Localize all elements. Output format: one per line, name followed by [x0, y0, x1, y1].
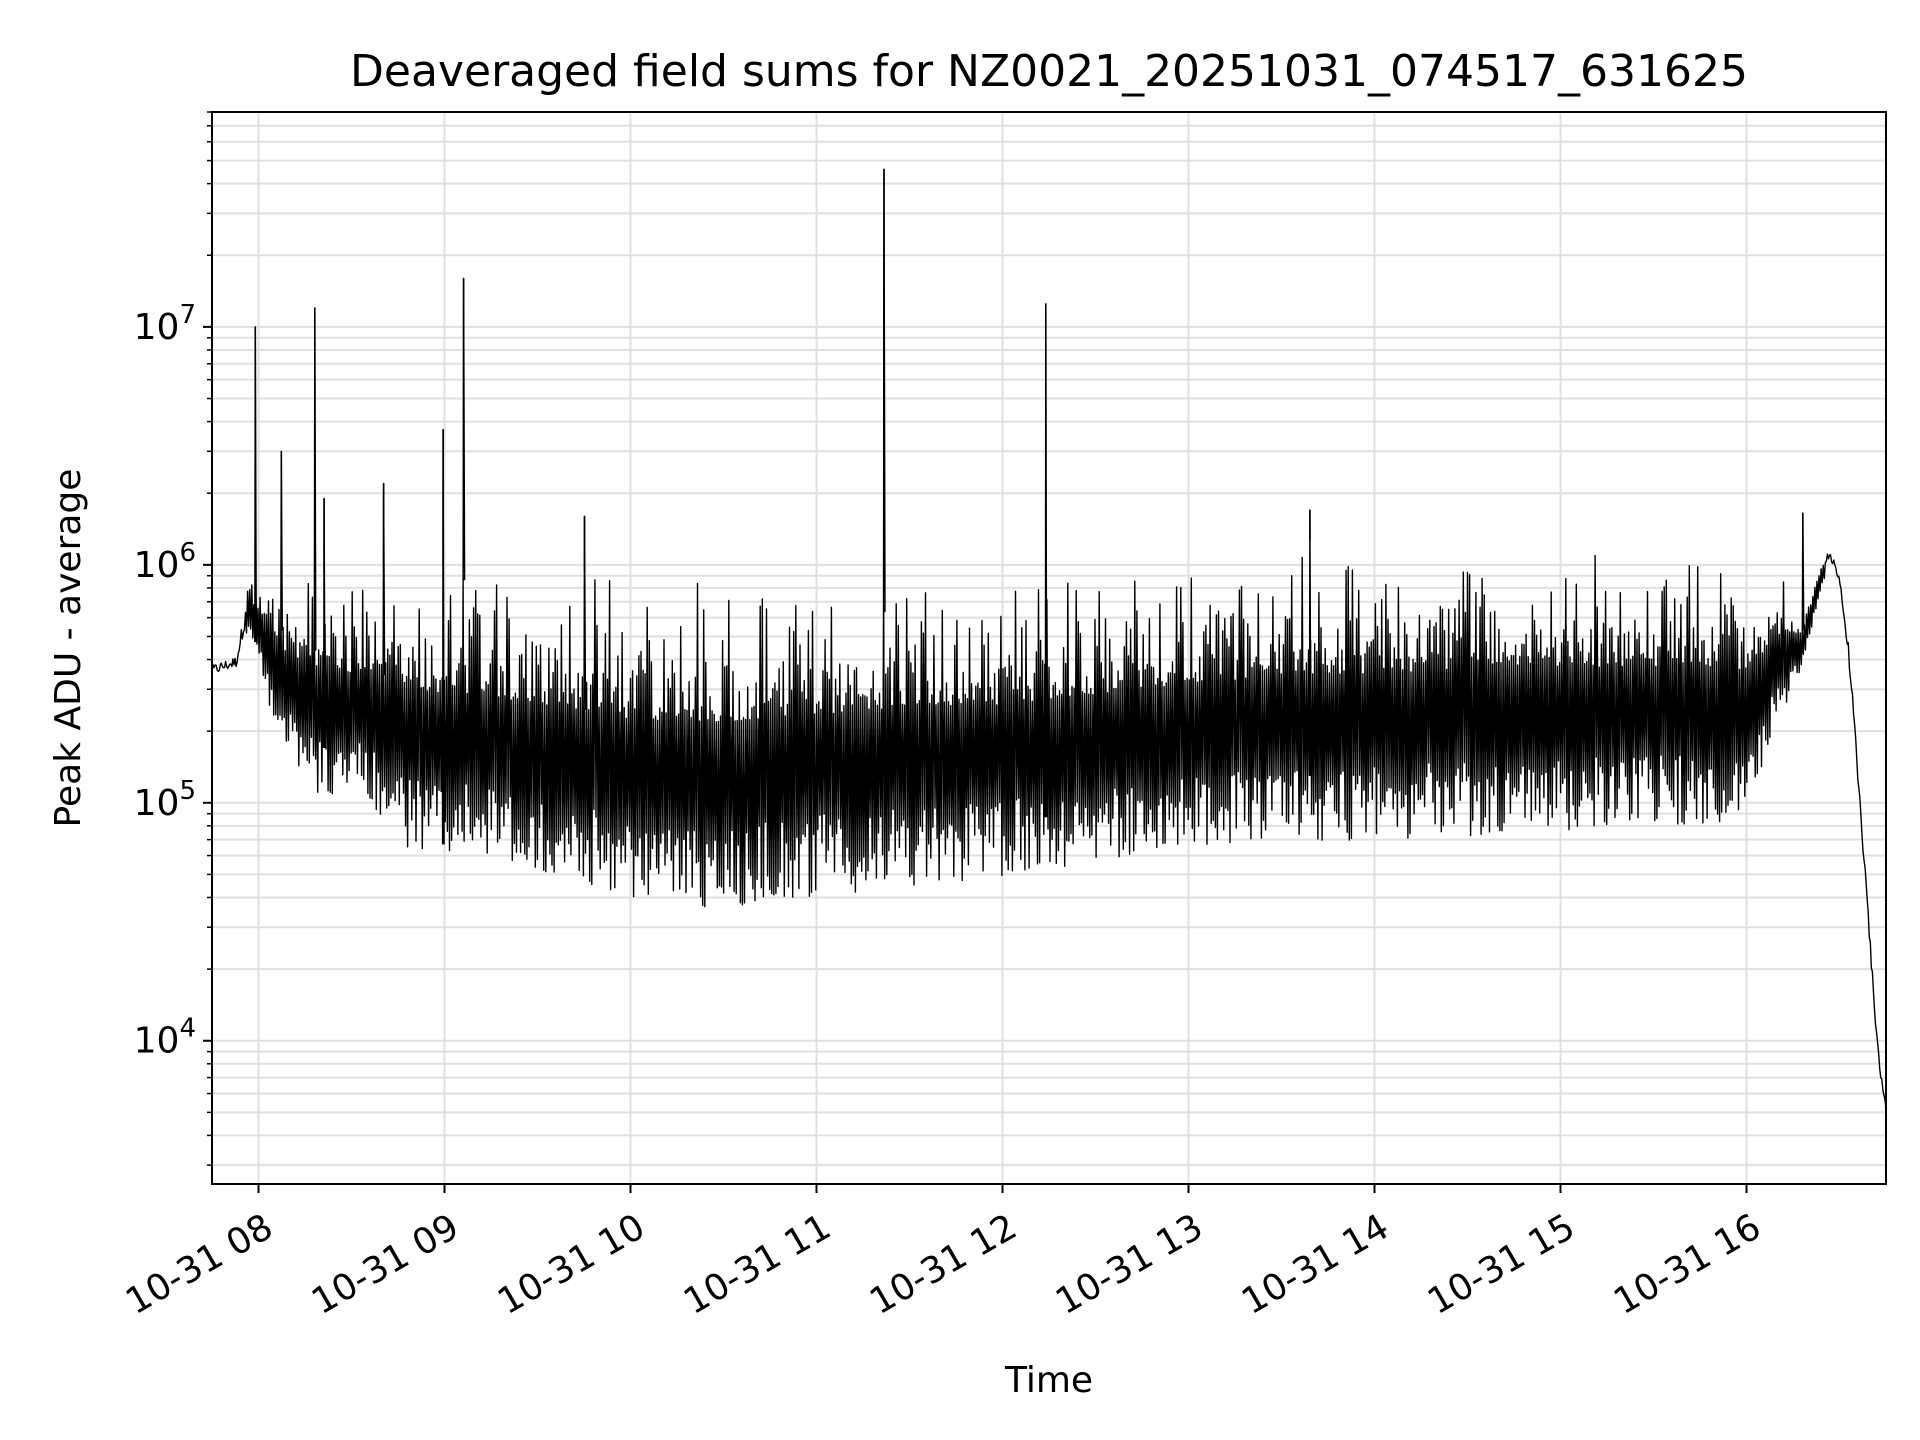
y-tick-label: 106: [134, 538, 196, 586]
x-tick-label: 10-31 09: [305, 1206, 466, 1322]
axes-frame: [211, 111, 1887, 1185]
y-axis-label: Peak ADU - average: [48, 469, 89, 828]
x-tick-label: 10-31 08: [119, 1206, 280, 1322]
series-layer: [211, 168, 1887, 1111]
x-axis-label: Time: [1004, 1360, 1093, 1401]
x-tick-label: 10-31 11: [677, 1206, 838, 1322]
x-tick-label: 10-31 12: [863, 1206, 1024, 1322]
chart-title: Deaveraged field sums for NZ0021_2025103…: [350, 46, 1748, 97]
y-tick-label: 107: [134, 300, 196, 348]
x-tick-label: 10-31 10: [491, 1206, 652, 1322]
series-line-peak-adu: [211, 168, 1887, 1111]
x-tick-label: 10-31 16: [1607, 1206, 1768, 1322]
y-tick-label: 104: [134, 1014, 196, 1062]
y-tick-label: 105: [134, 776, 196, 824]
x-tick-label: 10-31 15: [1421, 1206, 1582, 1322]
x-tick-label: 10-31 13: [1049, 1206, 1210, 1322]
x-tick-label: 10-31 14: [1235, 1206, 1396, 1322]
